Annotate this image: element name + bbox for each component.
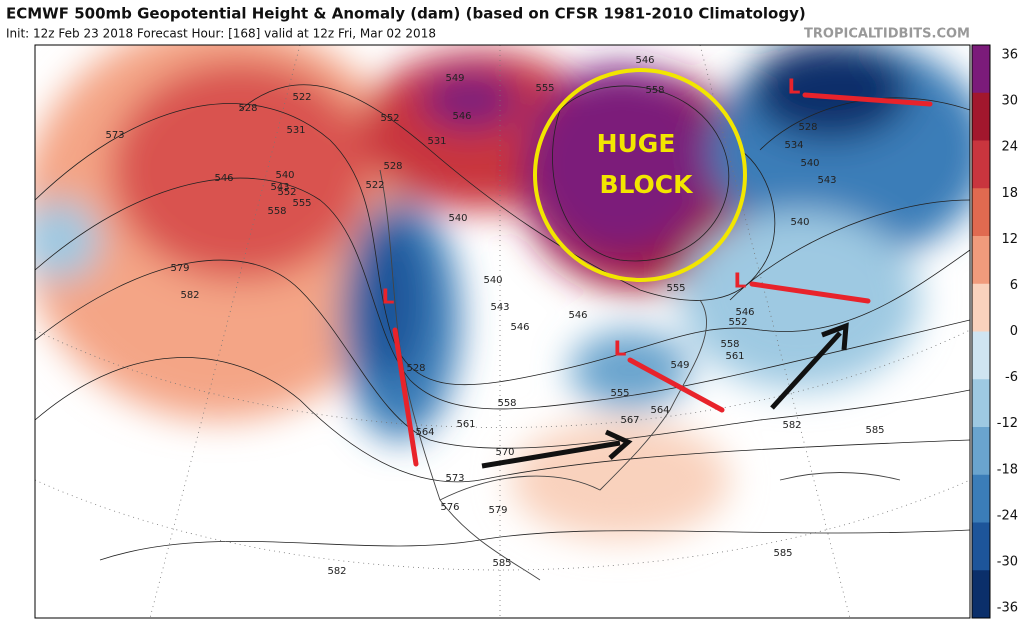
contour-label: 555	[610, 388, 629, 399]
contour-label: 564	[415, 427, 434, 438]
coastlines	[379, 169, 901, 581]
low-marker: L	[614, 337, 627, 361]
contour-label: 522	[292, 92, 311, 103]
contour-label: 528	[383, 161, 402, 172]
colorbar-segment	[972, 522, 990, 571]
contour-label: 558	[497, 398, 516, 409]
colorbar-tick-label: -12	[997, 416, 1018, 431]
colorbar-segment	[972, 140, 990, 189]
contour-label: 585	[773, 548, 792, 559]
contour-label: 522	[365, 180, 384, 191]
colorbar: 36 30 24 18 12 6 0 -6 -12 -18 -24 -30 -36	[971, 44, 1018, 619]
contour-label: 558	[645, 85, 664, 96]
contour-label: 543	[817, 175, 836, 186]
colorbar-segment	[972, 188, 990, 237]
colorbar-tick-label: -6	[1005, 370, 1018, 385]
contour-label: 564	[650, 405, 669, 416]
contour-label: 582	[782, 420, 801, 431]
contour-label: 552	[728, 317, 747, 328]
colorbar-segment	[972, 236, 990, 285]
contour-label: 585	[492, 558, 511, 569]
contour-label: 549	[445, 73, 464, 84]
colorbar-tick-label: -18	[997, 462, 1018, 477]
contour-label: 546	[510, 322, 529, 333]
contour-label: 546	[214, 173, 233, 184]
contour-label: 546	[452, 111, 471, 122]
block-circle	[533, 68, 747, 282]
contour-label: 579	[488, 505, 507, 516]
contour-label: 543	[490, 302, 509, 313]
contour-label: 555	[666, 283, 685, 294]
contour-label: 540	[483, 275, 502, 286]
contour-label: 552	[380, 113, 399, 124]
contour-label: 540	[275, 170, 294, 181]
colorbar-tick-label: -36	[997, 601, 1018, 616]
map-frame	[34, 44, 971, 619]
contour-label: 576	[440, 502, 459, 513]
annotation-text: HUGE	[597, 129, 676, 158]
contour-label: 573	[105, 130, 124, 141]
contour-label: 567	[620, 415, 639, 426]
colorbar-tick-label: 18	[1001, 186, 1018, 201]
low-marker: L	[734, 269, 747, 293]
title: ECMWF 500mb Geopotential Height & Anomal…	[6, 5, 806, 23]
contour-label: 573	[445, 473, 464, 484]
subtitle: Init: 12z Feb 23 2018 Forecast Hour: [16…	[6, 27, 436, 41]
contour-label: 570	[495, 447, 514, 458]
red-lines	[392, 92, 933, 467]
colorbar-tick-label: 36	[1001, 48, 1018, 63]
colorbar-tick-label: 24	[1001, 140, 1018, 155]
colorbar-segment	[972, 331, 990, 380]
low-marker: L	[382, 285, 395, 309]
contour-label: 555	[535, 83, 554, 94]
contour-label: 546	[568, 310, 587, 321]
colorbar-segment	[972, 379, 990, 428]
colorbar-segment	[972, 570, 990, 619]
arrows	[481, 322, 849, 469]
contours	[35, 84, 970, 561]
colorbar-tick-label: -30	[997, 554, 1018, 569]
contour-label: 546	[735, 307, 754, 318]
contour-label: 531	[286, 125, 305, 136]
contour-label: 540	[790, 217, 809, 228]
colorbar-frame	[971, 44, 991, 619]
low-marker: L	[788, 75, 801, 99]
contour-label: 540	[448, 213, 467, 224]
contour-label: 552	[277, 187, 296, 198]
contour-label: 531	[427, 136, 446, 147]
colorbar-segment	[972, 427, 990, 476]
contour-label: 543	[270, 182, 289, 193]
contour-label: 585	[865, 425, 884, 436]
colorbar-tick-label: 12	[1001, 232, 1018, 247]
colorbar-tick-label: 30	[1001, 94, 1018, 109]
contour-label: 579	[170, 263, 189, 274]
contour-label: 528	[798, 122, 817, 133]
contour-label: 582	[180, 290, 199, 301]
contour-label: 558	[267, 206, 286, 217]
contour-label: 549	[670, 360, 689, 371]
contour-label: 534	[784, 140, 803, 151]
contour-label: 555	[292, 198, 311, 209]
colorbar-tick-label: 0	[1010, 324, 1018, 339]
colorbar-segment	[972, 92, 990, 141]
colorbar-tick-label: -24	[997, 508, 1018, 523]
contour-label: 528	[238, 103, 257, 114]
contour-label: 558	[720, 339, 739, 350]
contour-label: 561	[725, 351, 744, 362]
colorbar-segment	[972, 474, 990, 523]
lows: L L L L	[382, 75, 801, 361]
contour-label: 528	[406, 363, 425, 374]
colorbar-segment	[972, 283, 990, 332]
colorbar-segment	[972, 45, 990, 94]
contour-label: 546	[635, 55, 654, 66]
contour-label: 582	[327, 566, 346, 577]
contour-label: 540	[800, 158, 819, 169]
contour-label: 561	[456, 419, 475, 430]
map-area: 5735285225315405435465525555585795825285…	[35, 45, 970, 618]
colorbar-tick-label: 6	[1010, 278, 1018, 293]
credit: TROPICALTIDBITS.COM	[804, 27, 970, 42]
annotation-text: BLOCK	[599, 170, 694, 199]
graticule	[35, 45, 970, 618]
